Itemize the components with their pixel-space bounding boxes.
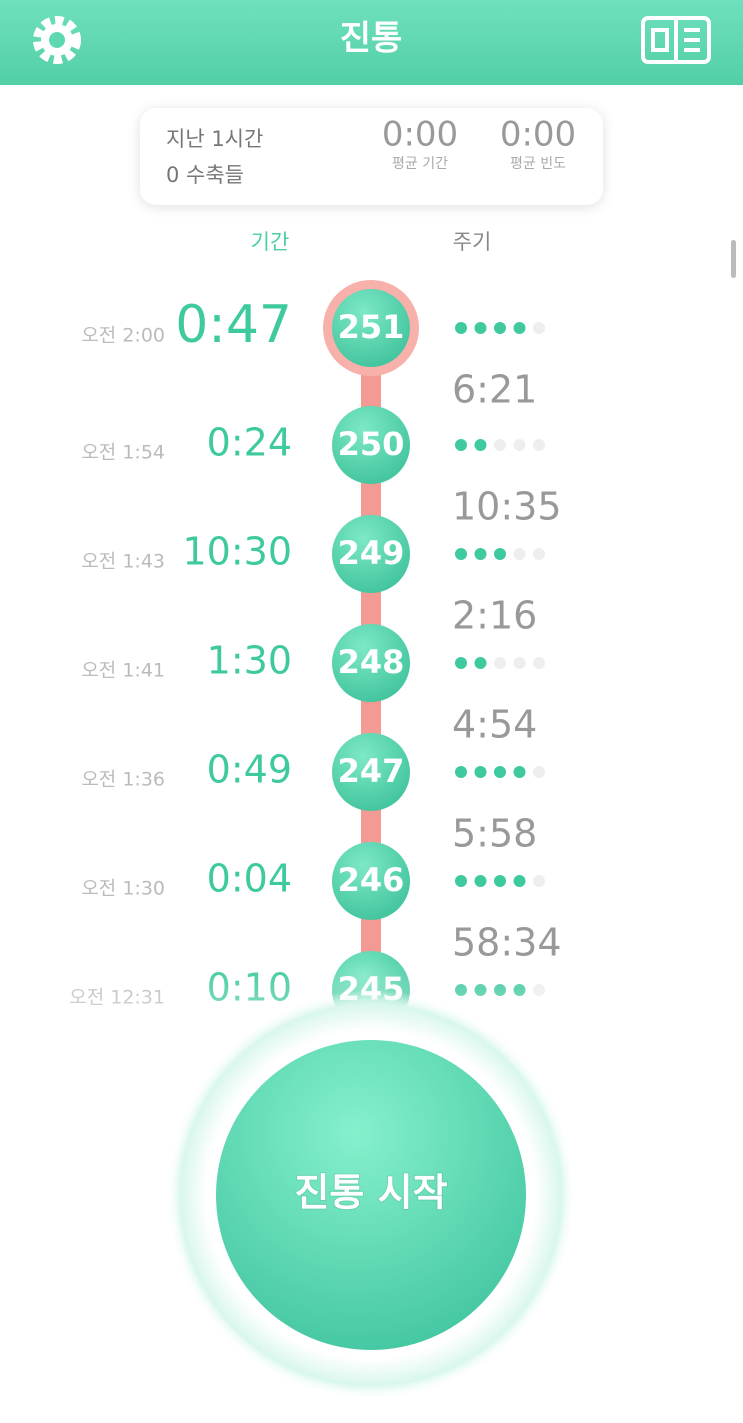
intensity-dot	[494, 875, 506, 887]
avg-duration-label: 평균 기간	[392, 156, 448, 172]
contraction-ball	[332, 289, 410, 367]
contraction-number: 250	[338, 425, 405, 463]
interval: 58:34	[452, 921, 562, 965]
intensity-dot	[533, 875, 545, 887]
intensity-dot	[455, 875, 467, 887]
intensity-dot	[513, 322, 526, 334]
intensity-dot	[513, 657, 526, 669]
intensity-dot	[455, 439, 467, 451]
row-duration: 0:24	[207, 421, 292, 465]
intensity-dot	[455, 657, 467, 669]
summary-card	[140, 108, 603, 205]
row-duration: 10:30	[182, 530, 292, 574]
intensity-dot	[474, 766, 487, 778]
start-button[interactable]	[216, 1040, 526, 1350]
intensity-dot	[474, 439, 487, 451]
summary-count: 0 수축들	[166, 163, 244, 187]
intensity-dot	[455, 766, 467, 778]
interval: 6:21	[452, 368, 537, 412]
row-time: 오전 1:41	[81, 660, 165, 682]
intensity-dot	[474, 548, 487, 560]
intensity-dot	[474, 657, 487, 669]
intensity-dot	[494, 439, 506, 451]
intensity-dot	[533, 322, 545, 334]
row-duration: 0:47	[175, 295, 292, 355]
contraction-number: 246	[338, 861, 405, 899]
intensity-dot	[533, 439, 545, 451]
intensity-dot	[474, 322, 487, 334]
row-duration: 0:49	[207, 748, 292, 792]
intensity-dot	[533, 548, 545, 560]
row-time: 오전 1:54	[81, 442, 165, 464]
intensity-dot	[494, 548, 506, 560]
intensity-dot	[513, 766, 526, 778]
intensity-dot	[455, 322, 467, 334]
header-bar	[0, 0, 743, 85]
row-time: 오전 2:00	[81, 325, 165, 347]
header-title: 진통	[340, 19, 403, 59]
contraction-ball	[332, 406, 410, 484]
settings-icon[interactable]	[33, 16, 81, 64]
contraction-number: 248	[338, 643, 405, 681]
intensity-dot	[513, 875, 526, 887]
intensity-dot	[494, 322, 506, 334]
intensity-dot	[533, 657, 545, 669]
intensity-dot	[513, 548, 526, 560]
interval: 2:16	[452, 594, 537, 638]
contraction-ball	[332, 842, 410, 920]
contraction-number: 249	[338, 534, 405, 572]
intensity-dot	[513, 439, 526, 451]
contraction-number: 251	[338, 308, 405, 346]
avg-duration: 0:00	[382, 115, 458, 155]
guide-icon[interactable]	[641, 16, 711, 64]
start-button-label[interactable]: 진통 시작	[293, 1170, 448, 1216]
scrollbar	[731, 240, 736, 278]
contraction-ball	[332, 624, 410, 702]
contraction-ball	[332, 515, 410, 593]
summary-period: 지난 1시간	[166, 127, 263, 151]
avg-frequency-label: 평균 빈도	[510, 156, 566, 172]
contraction-number: 247	[338, 752, 405, 790]
duration-header: 기간	[251, 230, 290, 254]
interval: 10:35	[452, 485, 562, 529]
interval: 5:58	[452, 812, 537, 856]
intensity-dot	[494, 657, 506, 669]
contraction-ball	[332, 733, 410, 811]
intensity-dot	[494, 766, 506, 778]
row-duration: 0:04	[207, 857, 292, 901]
intensity-dot	[474, 875, 487, 887]
row-duration: 1:30	[207, 639, 292, 683]
row-time: 오전 1:30	[81, 878, 165, 900]
avg-frequency: 0:00	[500, 115, 576, 155]
interval-header: 주기	[453, 230, 492, 254]
intensity-dot	[533, 766, 545, 778]
intensity-dot	[455, 548, 467, 560]
row-time: 오전 1:43	[81, 551, 165, 573]
timeline: 오전 2:00 0:47 251 오전 1:54 0:24 250 오전 1:43 10:30…	[69, 280, 562, 1029]
row-time: 오전 1:36	[81, 769, 165, 791]
interval: 4:54	[452, 703, 537, 747]
